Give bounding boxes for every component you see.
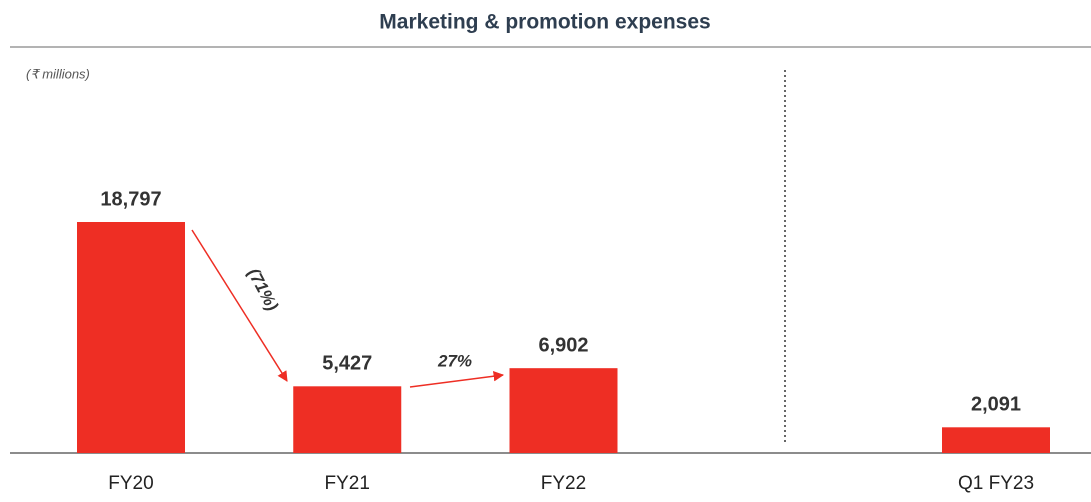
unit-label: (₹ millions) bbox=[26, 66, 90, 81]
bar bbox=[77, 222, 185, 453]
bar bbox=[293, 386, 402, 453]
arrow bbox=[191, 229, 288, 382]
chart-title: Marketing & promotion expenses bbox=[379, 11, 710, 34]
x-tick-label: Q1 FY23 bbox=[958, 473, 1034, 494]
bar bbox=[942, 427, 1050, 453]
x-tick-label: FY22 bbox=[541, 473, 586, 494]
value-label: 6,902 bbox=[538, 334, 588, 356]
x-tick-label: FY21 bbox=[325, 473, 370, 494]
value-label: 2,091 bbox=[971, 394, 1021, 416]
annotation: 27% bbox=[437, 351, 472, 370]
arrow bbox=[409, 371, 505, 388]
value-label: 18,797 bbox=[100, 188, 161, 210]
x-tick-label: FY20 bbox=[108, 473, 153, 494]
value-label: 5,427 bbox=[322, 353, 372, 375]
bar bbox=[509, 368, 618, 453]
annotation: (71%) bbox=[244, 265, 282, 314]
